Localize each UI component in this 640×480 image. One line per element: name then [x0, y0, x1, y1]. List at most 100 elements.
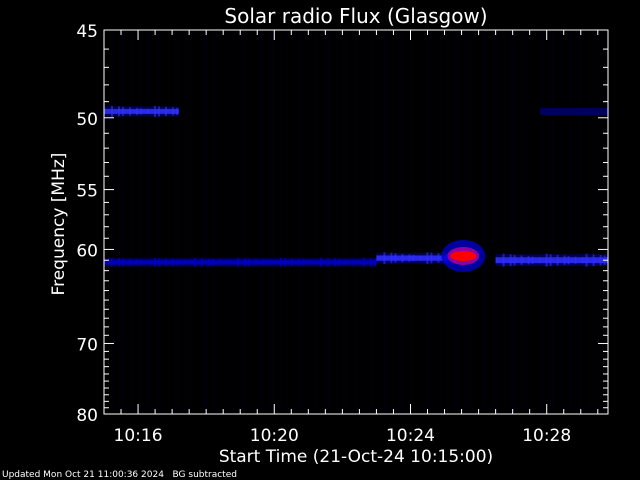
background-striation [569, 30, 572, 414]
emission-band [495, 257, 608, 264]
band-segment [147, 108, 149, 114]
band-segment [338, 259, 340, 266]
band-segment [118, 258, 120, 267]
background-striation [381, 30, 383, 414]
background-striation [185, 30, 187, 414]
background-striation [195, 30, 198, 414]
band-segment [509, 254, 512, 267]
background-striation [391, 30, 394, 414]
band-segment [212, 259, 214, 266]
background-striation [437, 30, 439, 414]
band-segment [194, 257, 196, 267]
band-segment [158, 106, 160, 117]
background-striation [251, 30, 254, 414]
background-striation [325, 30, 327, 414]
background-striation [493, 30, 495, 414]
background-striation [231, 30, 233, 414]
band-segment [426, 252, 429, 264]
background-striation [121, 30, 124, 414]
band-segment [567, 256, 570, 265]
band-segment [546, 107, 549, 116]
band-segment [376, 255, 379, 261]
background-striation [401, 30, 404, 414]
x-tick-label: 10:24 [386, 426, 435, 446]
emission-band [104, 260, 377, 265]
band-segment [118, 106, 120, 117]
band-segment [585, 253, 588, 267]
band-segment [154, 105, 156, 117]
band-segment [129, 107, 131, 116]
background-striation [129, 30, 131, 414]
background-striation [139, 30, 142, 414]
band-segment [520, 255, 523, 265]
band-segment [136, 107, 138, 115]
band-segment [556, 254, 559, 266]
plot-frame [103, 29, 609, 415]
background-striation [343, 30, 345, 414]
band-segment [356, 260, 358, 265]
band-segment [172, 107, 174, 116]
band-segment [291, 258, 293, 266]
background-striation [157, 30, 159, 414]
burst-core [450, 250, 477, 261]
background-striation [328, 30, 330, 414]
y-tick-label: 60 [76, 241, 98, 261]
background-striation [353, 30, 355, 414]
y-tick-label: 50 [76, 110, 98, 130]
band-segment [262, 259, 264, 266]
band-segment [140, 259, 142, 265]
x-tick-label: 10:20 [250, 426, 299, 446]
background-striation [241, 30, 243, 414]
band-segment [298, 259, 300, 266]
x-tick-label: 10:16 [114, 426, 163, 446]
background-striation [167, 30, 170, 414]
heatmap-area [104, 30, 608, 414]
band-segment [176, 259, 178, 266]
band-segment [412, 254, 415, 262]
band-segment [574, 256, 577, 264]
background-striation [307, 30, 310, 414]
background-striation [427, 30, 429, 414]
background-striation [147, 30, 149, 414]
band-segment [273, 260, 275, 265]
band-segment [557, 108, 560, 115]
background-striation [177, 30, 180, 414]
band-segment [352, 259, 354, 265]
background-striation [371, 30, 373, 414]
band-segment [539, 109, 542, 114]
x-axis-label: Start Time (21-Oct-24 10:15:00) [219, 447, 493, 467]
band-segment [176, 107, 178, 115]
band-segment [309, 259, 311, 265]
band-segment [244, 258, 246, 267]
background-striation [315, 30, 317, 414]
band-segment [219, 259, 221, 266]
band-segment [430, 252, 433, 264]
band-segment [582, 109, 585, 114]
band-segment [545, 253, 548, 267]
background-striation [412, 30, 414, 414]
band-segment [334, 258, 336, 266]
background-striation [244, 30, 246, 414]
band-segment [553, 107, 556, 115]
background-striation [287, 30, 289, 414]
band-segment [600, 108, 603, 115]
band-segment [599, 254, 602, 266]
band-segment [165, 106, 167, 116]
band-segment [327, 258, 329, 267]
band-segment [538, 257, 541, 264]
background-striation [524, 30, 526, 414]
background-striation [580, 30, 582, 414]
background-striation [468, 30, 470, 414]
x-tick-label: 10:28 [522, 426, 571, 446]
background-striation [503, 30, 506, 414]
emission-band [539, 109, 608, 114]
band-segment [374, 258, 376, 266]
band-segment [502, 253, 505, 267]
band-segment [592, 254, 595, 267]
background-striation [216, 30, 218, 414]
background-striation [513, 30, 516, 414]
axis-ticks: 45 50 55 60 70 80 10:16 10:20 10:24 10:28 [76, 22, 608, 446]
band-segment [172, 259, 174, 266]
background-striation [605, 30, 607, 414]
